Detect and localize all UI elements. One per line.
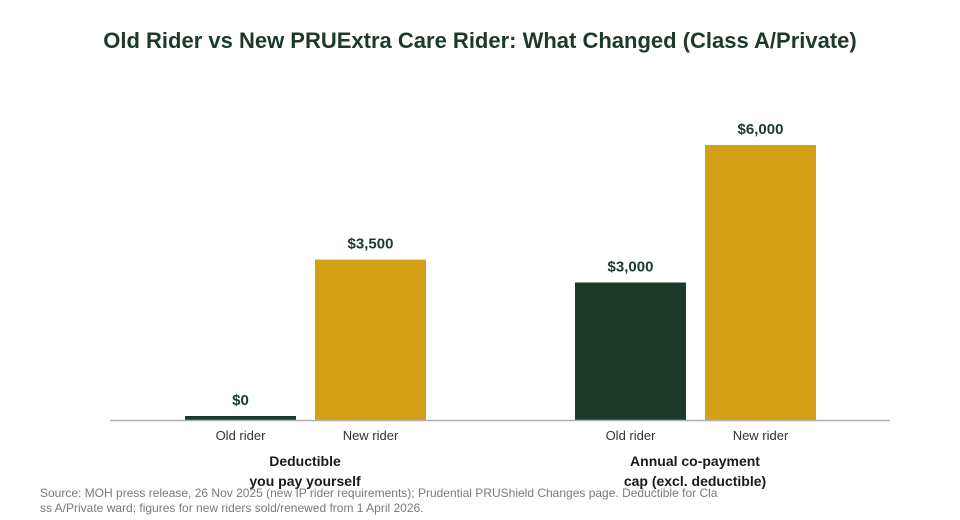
bar-old-rider-1 <box>185 416 296 420</box>
bar-value-label: $0 <box>232 392 249 409</box>
group-label: cap (excl. deductible) <box>624 473 766 489</box>
group-label: Annual co-payment <box>630 453 760 469</box>
bar-new-rider-2 <box>705 145 816 420</box>
group-label: Deductible <box>269 453 341 469</box>
source-note: Source: MOH press release, 26 Nov 2025 (… <box>40 486 718 515</box>
bar-value-label: $3,000 <box>608 259 654 276</box>
bar-new-rider-1 <box>315 259 426 420</box>
x-tick-label: New rider <box>343 428 399 443</box>
bar-old-rider-2 <box>575 282 686 420</box>
bar-value-label: $3,500 <box>348 236 394 253</box>
x-tick-label: New rider <box>733 428 789 443</box>
chart-title: Old Rider vs New PRUExtra Care Rider: Wh… <box>103 28 857 53</box>
x-tick-label: Old rider <box>606 428 657 443</box>
bar-value-label: $6,000 <box>738 121 784 138</box>
group-label: you pay yourself <box>249 473 361 489</box>
x-tick-label: Old rider <box>216 428 267 443</box>
